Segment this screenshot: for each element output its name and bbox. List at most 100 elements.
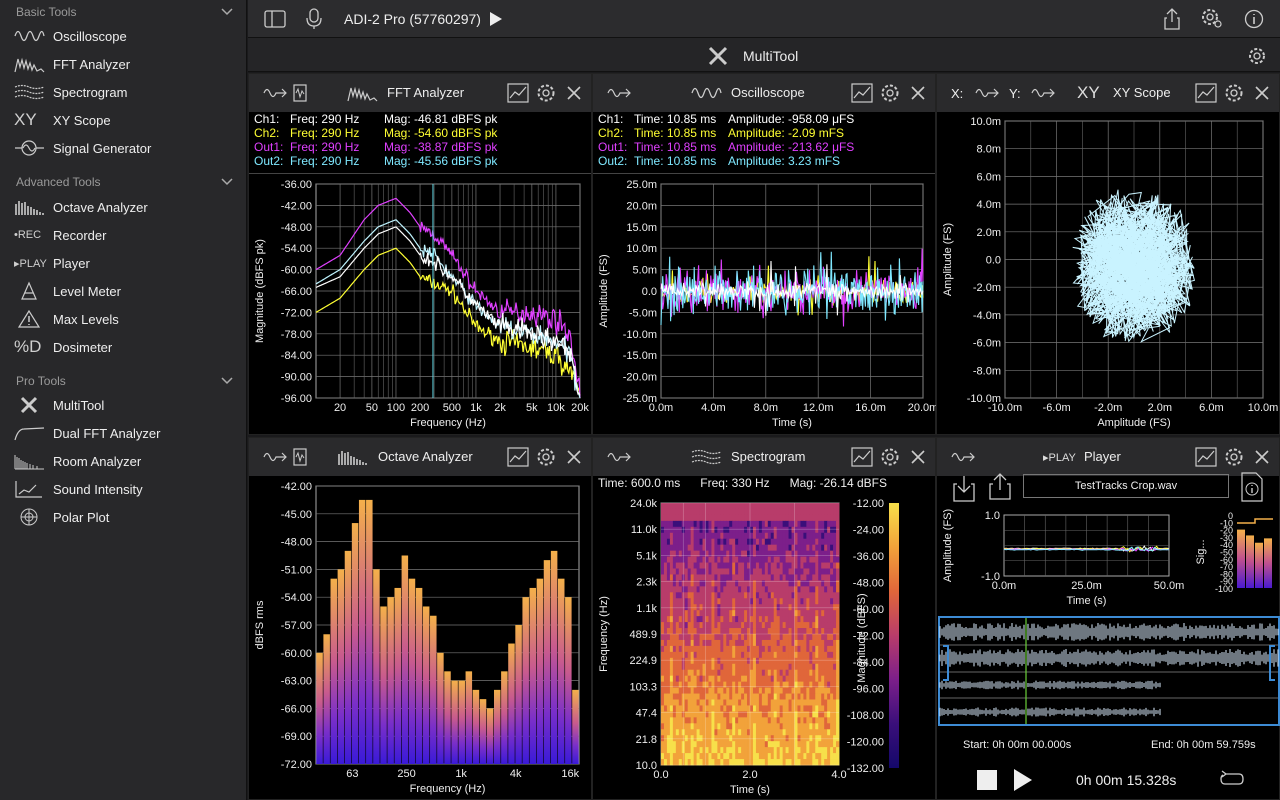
- sidebar-item-level-meter[interactable]: Level Meter: [14, 279, 234, 303]
- chevron-down-icon[interactable]: [220, 374, 234, 388]
- sidebar-item-dosimeter[interactable]: %D Dosimeter: [14, 335, 234, 359]
- play-button[interactable]: [1013, 768, 1033, 792]
- spectrogram-cell: [690, 526, 695, 534]
- chevron-down-icon[interactable]: [220, 5, 234, 19]
- microphone-icon[interactable]: [306, 8, 322, 30]
- play-icon[interactable]: [489, 11, 503, 27]
- spectrogram-cell: [767, 508, 772, 516]
- spectrogram-cell: [741, 622, 745, 629]
- spectrogram-cell: [752, 741, 757, 748]
- sidebar-item-polar-plot[interactable]: Polar Plot: [14, 505, 234, 529]
- settings-icon[interactable]: [879, 446, 901, 468]
- settings-icon[interactable]: [1247, 46, 1267, 66]
- spectrogram-cell: [681, 604, 686, 611]
- graph-options-icon[interactable]: [1195, 446, 1217, 468]
- settings-icon[interactable]: [1223, 82, 1245, 104]
- sidebar-item-max-levels[interactable]: Max Levels: [14, 307, 234, 331]
- spectrogram-cell: [758, 538, 763, 546]
- sidebar-item-player[interactable]: ▸PLAY Player: [14, 251, 234, 275]
- settings-icon[interactable]: [1223, 446, 1245, 468]
- spectrogram-cell: [776, 735, 781, 742]
- graph-options-icon[interactable]: [851, 446, 873, 468]
- octave-chart[interactable]: -42.00-45.00-48.00-51.00-54.00-57.00-60.…: [249, 438, 593, 800]
- close-icon[interactable]: [907, 82, 929, 104]
- fft-chart[interactable]: -36.00-42.00-48.00-54.00-60.00-66.00-72.…: [249, 74, 593, 436]
- panel-title: XY Scope: [1113, 85, 1171, 100]
- spectrogram-cell: [729, 503, 733, 510]
- graph-options-icon[interactable]: [507, 82, 529, 104]
- sidebar-item-octave-analyzer[interactable]: Octave Analyzer: [14, 195, 234, 219]
- share-icon[interactable]: [1163, 8, 1181, 30]
- spectrogram-cell: [770, 503, 775, 510]
- x-tick-label: 50.0m: [1154, 580, 1185, 592]
- x-tick-label: 4k: [510, 768, 522, 780]
- spectrogram-cell: [791, 663, 795, 671]
- sidebar-toggle-icon[interactable]: [264, 10, 286, 28]
- share-icon[interactable]: [989, 472, 1011, 500]
- spectrogram-cell: [720, 669, 724, 677]
- waveform-overview[interactable]: [938, 616, 1280, 726]
- sidebar-item-recorder[interactable]: •REC Recorder: [14, 223, 234, 247]
- sidebar-item-xy-scope[interactable]: XY XY Scope: [14, 108, 234, 132]
- close-icon[interactable]: [563, 82, 585, 104]
- spectrogram-cell: [744, 610, 748, 617]
- settings-icon[interactable]: [535, 446, 557, 468]
- sidebar-item-dual-fft-analyzer[interactable]: Dual FFT Analyzer: [14, 421, 234, 445]
- graph-options-icon[interactable]: [507, 446, 529, 468]
- spectrogram-cell: [821, 628, 825, 635]
- wave-file-icon[interactable]: [293, 84, 307, 102]
- x-tick-label: -6.0m: [1043, 402, 1071, 414]
- spectrogram-cell: [833, 514, 837, 522]
- spectrogram-cell: [744, 639, 748, 647]
- spectrogram-cell: [705, 592, 709, 599]
- input-routing-icon[interactable]: [975, 85, 1001, 101]
- close-icon[interactable]: [1251, 82, 1273, 104]
- spectrogram-cell: [794, 645, 798, 653]
- spectrogram-cell: [663, 657, 668, 665]
- device-name[interactable]: ADI-2 Pro (57760297): [344, 11, 481, 27]
- sidebar-item-room-analyzer[interactable]: Room Analyzer: [14, 449, 234, 473]
- input-routing-icon[interactable]: [263, 85, 289, 101]
- settings-icon[interactable]: [879, 82, 901, 104]
- input-routing-icon[interactable]: [607, 449, 633, 465]
- wave-file-icon[interactable]: [293, 448, 307, 466]
- chevron-down-icon[interactable]: [220, 175, 234, 189]
- stop-button[interactable]: [976, 769, 998, 791]
- import-icon[interactable]: [953, 474, 975, 502]
- settings-icon[interactable]: [535, 82, 557, 104]
- loop-icon[interactable]: [1219, 770, 1245, 790]
- section-pro-tools[interactable]: Pro Tools: [16, 374, 234, 392]
- graph-options-icon[interactable]: [851, 82, 873, 104]
- xy-scope-chart[interactable]: 10.0m8.0m6.0m4.0m2.0m0.0-2.0m-4.0m-6.0m-…: [937, 74, 1280, 436]
- input-routing-icon[interactable]: [607, 85, 633, 101]
- input-routing-icon[interactable]: [263, 449, 289, 465]
- spectrogram-cell: [764, 503, 769, 510]
- sidebar-item-spectrogram[interactable]: Spectrogram: [14, 80, 234, 104]
- filename-field[interactable]: TestTracks Crop.wav: [1023, 474, 1229, 498]
- section-basic-tools[interactable]: Basic Tools: [16, 5, 234, 23]
- graph-options-icon[interactable]: [1195, 82, 1217, 104]
- sidebar-item-sound-intensity[interactable]: Sound Intensity: [14, 477, 234, 501]
- spectrogram-cell: [687, 759, 692, 766]
- spectrogram-cell: [788, 717, 792, 724]
- input-routing-icon[interactable]: [951, 449, 977, 465]
- file-info-icon[interactable]: [1241, 472, 1263, 502]
- close-icon[interactable]: [1251, 446, 1273, 468]
- info-icon[interactable]: [1244, 9, 1264, 29]
- oscilloscope-chart[interactable]: 25.0m20.0m15.0m10.0m5.0m0.0-5.0m-10.0m-1…: [593, 74, 938, 436]
- sidebar-item-signal-generator[interactable]: Signal Generator: [14, 136, 234, 160]
- spectrogram-cell: [732, 526, 736, 534]
- spectrogram-cell: [785, 574, 789, 581]
- section-advanced-tools[interactable]: Advanced Tools: [16, 175, 234, 193]
- close-icon[interactable]: [563, 446, 585, 468]
- spectrogram-cell: [711, 580, 715, 587]
- close-icon[interactable]: [907, 446, 929, 468]
- sidebar-item-fft-analyzer[interactable]: FFT Analyzer: [14, 52, 234, 76]
- spectrogram-cell: [836, 520, 840, 528]
- spectrogram-chart[interactable]: 24.0k11.0k5.1k2.3k1.1k489.9224.9103.347.…: [593, 438, 937, 800]
- sidebar-item-multitool[interactable]: MultiTool: [14, 393, 234, 417]
- input-routing-icon[interactable]: [1031, 85, 1057, 101]
- settings-icon[interactable]: [1201, 8, 1223, 30]
- sidebar-item-oscilloscope[interactable]: Oscilloscope: [14, 24, 234, 48]
